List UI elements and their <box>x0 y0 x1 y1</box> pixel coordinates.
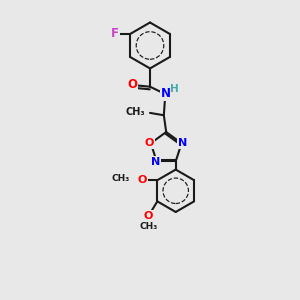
Text: F: F <box>111 28 119 40</box>
Text: N: N <box>178 138 188 148</box>
Text: O: O <box>144 211 153 220</box>
Text: CH₃: CH₃ <box>111 174 130 183</box>
Text: CH₃: CH₃ <box>125 107 145 117</box>
Text: O: O <box>127 78 137 91</box>
Text: H: H <box>170 84 179 94</box>
Text: O: O <box>137 175 147 185</box>
Text: CH₃: CH₃ <box>140 222 158 231</box>
Text: O: O <box>145 138 154 148</box>
Text: N: N <box>161 87 171 100</box>
Text: N: N <box>151 157 160 167</box>
